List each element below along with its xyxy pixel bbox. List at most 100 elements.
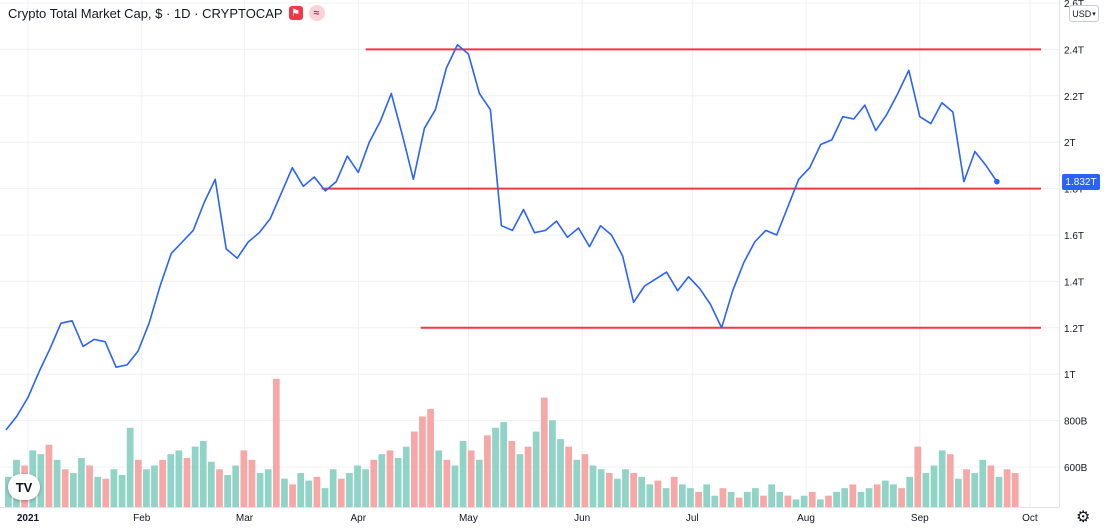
compare-icon[interactable]: ≈ [308, 5, 325, 21]
currency-label: USD [1072, 8, 1092, 19]
volume-bar [402, 446, 410, 507]
volume-bar [118, 474, 126, 507]
volume-bar [305, 480, 313, 507]
volume-bar [500, 422, 508, 507]
volume-bar [703, 484, 711, 507]
volume-bar [53, 459, 61, 507]
volume-bar [711, 495, 719, 507]
volume-bar [857, 491, 865, 507]
volume-bar [143, 469, 150, 507]
volume-bar [670, 476, 678, 507]
volume-bar [78, 457, 85, 507]
volume-bar [971, 473, 978, 507]
currency-selector[interactable]: USD ▾ [1069, 5, 1099, 22]
volume-bar [151, 465, 158, 507]
volume-bar [719, 488, 727, 507]
volume-bar [86, 465, 93, 507]
volume-bar [565, 446, 572, 507]
volume-bar [833, 491, 840, 507]
gear-icon[interactable]: ⚙ [1076, 509, 1091, 526]
volume-bar [605, 473, 613, 507]
y-tick-label: 1T [1064, 370, 1076, 381]
volume-bar [362, 469, 369, 507]
volume-bar [873, 484, 881, 507]
tradingview-logo-icon[interactable]: TV [8, 474, 40, 500]
volume-bar [549, 420, 556, 507]
volume-bar [281, 478, 288, 507]
x-axis-ticks: 2021 Feb Mar Apr May Jun Jul Aug Sep Oct [17, 513, 1038, 524]
flag-icon[interactable]: ⚑ [288, 6, 303, 20]
volume-bar [183, 457, 191, 507]
volume-bar [776, 491, 784, 507]
price-series [5, 44, 1000, 431]
horizontal-levels [321, 48, 1041, 329]
volume-bar [646, 484, 654, 507]
volume-bar [614, 478, 621, 507]
x-tick-label: Jul [686, 513, 699, 524]
volume-bar [881, 480, 889, 507]
y-tick-label: 2.2T [1064, 92, 1084, 103]
volume-bar [329, 469, 337, 507]
volume-bar [524, 446, 532, 507]
y-tick-label: 1.2T [1064, 324, 1084, 335]
volume-bar [532, 431, 540, 507]
y-tick-label: 1.6T [1064, 231, 1084, 242]
x-axis-separator [0, 507, 1059, 508]
volume-bar [987, 465, 995, 507]
volume-bar [94, 476, 102, 507]
volume-bar [346, 473, 353, 507]
chart-header: Crypto Total Market Cap, $ · 1D · CRYPTO… [8, 5, 325, 21]
volume-bar [784, 495, 792, 507]
volume-bar [297, 473, 305, 507]
volume-bar [289, 484, 296, 507]
volume-bar [411, 431, 418, 507]
x-tick-label: Sep [911, 513, 929, 524]
chart-title: Crypto Total Market Cap, $ · 1D · CRYPTO… [8, 5, 283, 21]
volume-bar [378, 454, 386, 507]
volume-bar [208, 461, 215, 507]
volume-bar [37, 454, 45, 507]
volume-bar [930, 465, 938, 507]
volume-bar [695, 491, 702, 507]
volume-bar [890, 484, 897, 507]
volume-bar [516, 454, 524, 507]
volume-bar [492, 427, 499, 507]
volume-bar [743, 491, 751, 507]
volume-bar [573, 459, 581, 507]
volume-bar [45, 444, 53, 507]
volume-bar [687, 488, 694, 507]
volume-bar [321, 488, 329, 507]
chevron-down-icon: ▾ [1092, 10, 1096, 18]
volume-bar [727, 491, 735, 507]
volume-bar [735, 497, 743, 507]
volume-bar [638, 476, 646, 507]
chart-grid [0, 0, 1059, 507]
volume-bar [435, 450, 443, 507]
volume-bar [662, 488, 670, 507]
volume-bar [589, 465, 597, 507]
volume-bar [955, 478, 962, 507]
volume-bar [808, 491, 816, 507]
volume-bar [841, 488, 849, 507]
volume-bar [678, 484, 686, 507]
volume-bar [800, 495, 808, 507]
volume-bar [597, 469, 605, 507]
volume-bar [768, 484, 775, 507]
volume-bar [508, 441, 516, 507]
volume-bar [914, 446, 922, 507]
volume-bar [175, 450, 183, 507]
volume-bar [69, 473, 77, 507]
volume-bar [337, 478, 345, 507]
volume-bar [191, 446, 199, 507]
volume-bar [557, 439, 564, 507]
volume-bar [419, 416, 426, 507]
volume-bar [484, 435, 491, 507]
volume-bar [938, 450, 946, 507]
series-line [5, 44, 998, 431]
volume-bar [1003, 469, 1011, 507]
volume-bar [540, 397, 548, 507]
volume-bars [5, 378, 1019, 507]
volume-bar [475, 459, 483, 507]
